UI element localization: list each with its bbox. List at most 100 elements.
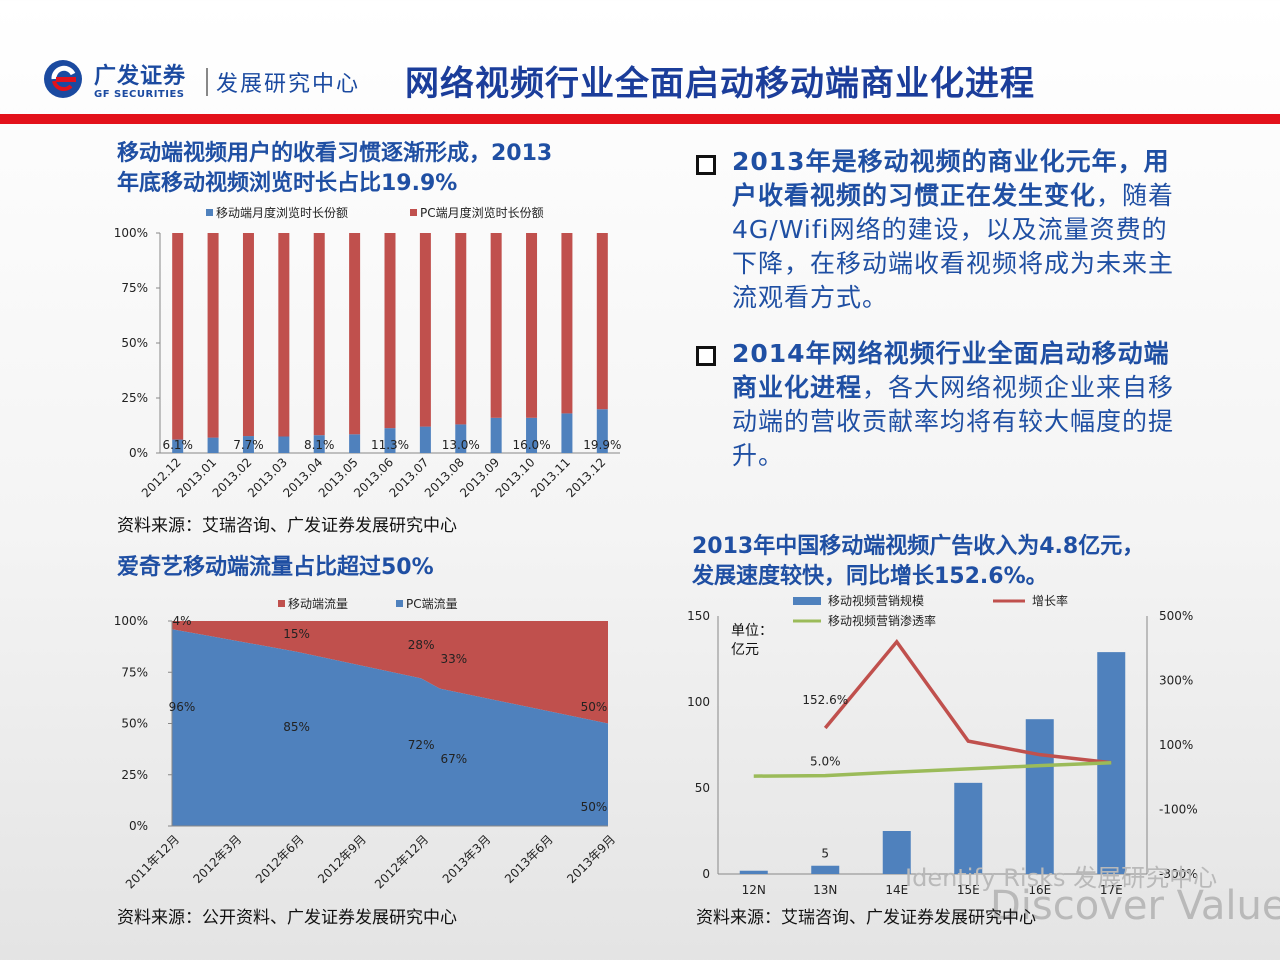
chart2-data-label: 50% [581, 700, 608, 714]
chart3-unit-line2: 亿元 [731, 642, 759, 658]
chart3-ytick-right-label: 300% [1159, 674, 1193, 688]
chart1-bar-mobile [207, 437, 219, 453]
chart3-title: 2013年中国移动端视频广告收入为4.8亿元， 发展速度较快，同比增长152.6… [692, 532, 1272, 592]
chart2-ytick-label: 100% [114, 614, 148, 628]
chart1-ytick-label: 50% [121, 336, 148, 350]
chart2-legend-swatch-0 [278, 600, 285, 607]
logo-cn-text: 广发证券 [94, 64, 187, 89]
chart1-bar-mobile [172, 439, 184, 453]
chart1-title-line1: 移动端视频用户的收看习惯逐渐形成，2013 [117, 141, 553, 166]
chart3-bar [882, 831, 911, 874]
chart2-data-label: 50% [581, 800, 608, 814]
chart2-xtick-label: 2012年12月 [372, 832, 431, 891]
chart2-data-label: 28% [408, 638, 435, 652]
chart1-bar-pc [313, 233, 325, 436]
chart3-ytick-right-label: -100% [1159, 803, 1198, 817]
chart1-legend-swatch-1 [410, 209, 417, 216]
logo-subtitle: 发展研究中心 [216, 72, 361, 97]
chart1-bar-pc [490, 233, 502, 418]
chart3-ytick-left-label: 50 [695, 781, 710, 795]
chart1-data-label: 19.9% [583, 438, 621, 452]
chart2-ytick-label: 50% [121, 717, 148, 731]
chart3-xtick-label: 17E [1100, 883, 1123, 897]
chart3-legend-label-growth: 增长率 [1032, 593, 1068, 608]
chart3-line-growth [823, 638, 1112, 765]
chart3-xtick-label: 14E [885, 883, 908, 897]
chart1-ytick-label: 0% [129, 446, 148, 460]
bullet1-bold: 2013年是移动视频的商业化元年，用户收看视频的习惯正在发生变化 [732, 147, 1170, 210]
chart3-bar [954, 782, 983, 874]
chart1-bar-pc [349, 233, 361, 435]
chart1-bar-pc [419, 233, 431, 427]
chart1-bar-pc [384, 233, 396, 429]
chart1-title-line2: 年底移动视频浏览时长占比19.9% [117, 171, 458, 196]
chart1-bar-mobile [384, 428, 396, 453]
chart2-data-label: 85% [283, 720, 310, 734]
chart1-bar-mobile [490, 417, 502, 453]
chart1-data-label: 6.1% [162, 438, 193, 452]
chart1-bar-mobile [596, 409, 608, 453]
chart1-ytick-label: 25% [121, 391, 148, 405]
chart1-data-label: 11.3% [371, 438, 409, 452]
gf-logo-icon [44, 60, 82, 98]
chart3-bar [739, 870, 768, 874]
chart1-bar-mobile [313, 435, 325, 453]
chart3-ytick-left-label: 0 [702, 867, 710, 881]
chart3-legend-swatch-bar [793, 597, 821, 605]
chart3-ytick-right-label: 100% [1159, 738, 1193, 752]
chart3-data-label-bar: 5 [821, 847, 829, 861]
chart1-stacked-bar: 移动端月度浏览时长份额 PC端月度浏览时长份额 0% 25% 50% 75% 100% 201… [114, 205, 622, 500]
chart3-legend-label-penetration: 移动视频营销渗透率 [828, 613, 936, 628]
chart1-title: 移动端视频用户的收看习惯逐渐形成，2013 年底移动视频浏览时长占比19.9% [117, 139, 657, 199]
chart1-legend-label-0: 移动端月度浏览时长份额 [216, 205, 348, 220]
chart3-line-penetration [753, 760, 1112, 778]
chart1-bar-mobile [419, 426, 431, 453]
chart1-data-label: 13.0% [442, 438, 480, 452]
chart2-xtick-label: 2013年9月 [564, 832, 618, 886]
chart1-data-label: 7.7% [233, 438, 264, 452]
chart3-source: 资料来源：艾瑞咨询、广发证券发展研究中心 [696, 908, 1036, 928]
chart3-ytick-right-label: 500% [1159, 609, 1193, 623]
chart3-ytick-left-label: 150 [687, 609, 710, 623]
bullet2-box-icon [696, 346, 716, 366]
chart3-data-label-growth: 152.6% [802, 693, 848, 707]
chart1-ytick-label: 100% [114, 226, 148, 240]
chart3-ytick-right-label: -300% [1159, 867, 1198, 881]
chart2-stacked-area: 移动端流量 PC端流量 0% 25% 50% 75% 100% 2011年12月 2012年3月… [114, 597, 618, 891]
header-red-rule [0, 114, 1280, 124]
chart1-bar-mobile [455, 424, 467, 453]
header: 广发证券 GF SECURITIES 发展研究中心 网络视频行业全面启动移动端商… [0, 0, 1280, 130]
chart3-xtick-label: 16E [1028, 883, 1051, 897]
chart1-bar-pc [526, 233, 538, 418]
chart3-bar [811, 865, 840, 874]
chart2-ytick-label: 0% [129, 819, 148, 833]
chart2-legend-label-0: 移动端流量 [288, 597, 348, 611]
watermark-line1: Identify Risks 发展研究中心 [905, 864, 1218, 892]
chart2-xtick-label: 2012年3月 [191, 832, 245, 886]
chart3-bar [1025, 719, 1054, 874]
chart2-xtick-label: 2012年6月 [253, 832, 307, 886]
chart1-bar-pc [278, 233, 290, 437]
chart1-source: 资料来源：艾瑞咨询、广发证券发展研究中心 [117, 516, 457, 536]
chart2-area-pc [172, 629, 608, 826]
chart2-xtick-label: 2012年9月 [315, 832, 369, 886]
chart2-data-label: 15% [283, 627, 310, 641]
chart1-bar-pc [455, 233, 467, 425]
chart3-ytick-left-label: 100 [687, 695, 710, 709]
chart3-legend-label-bar: 移动视频营销规模 [828, 593, 924, 608]
chart1-data-label: 8.1% [304, 438, 335, 452]
chart2-xtick-label: 2011年12月 [123, 832, 182, 891]
logo-en-text: GF SECURITIES [94, 89, 185, 100]
gf-logo: 广发证券 GF SECURITIES 发展研究中心 [40, 58, 400, 108]
page-title: 网络视频行业全面启动移动端商业化进程 [405, 64, 1035, 104]
chart1-bar-mobile [526, 417, 538, 453]
chart3-unit: 单位： 亿元 [731, 622, 773, 660]
chart2-xtick-label: 2013年3月 [440, 832, 494, 886]
chart2-data-label: 4% [172, 614, 191, 628]
chart1-bar-pc [561, 233, 573, 414]
chart3-xtick-label: 12N [742, 883, 766, 897]
chart3-title-line2: 发展速度较快，同比增长152.6%。 [692, 564, 1048, 589]
chart1-bar-pc [242, 233, 254, 437]
bullet1-normal: ，随着4G/Wifi网络的建设，以及流量资费的下降，在移动端收看视频将成为未来主… [732, 181, 1175, 312]
bullet1-text: 2013年是移动视频的商业化元年，用户收看视频的习惯正在发生变化，随着4G/Wi… [732, 145, 1184, 315]
